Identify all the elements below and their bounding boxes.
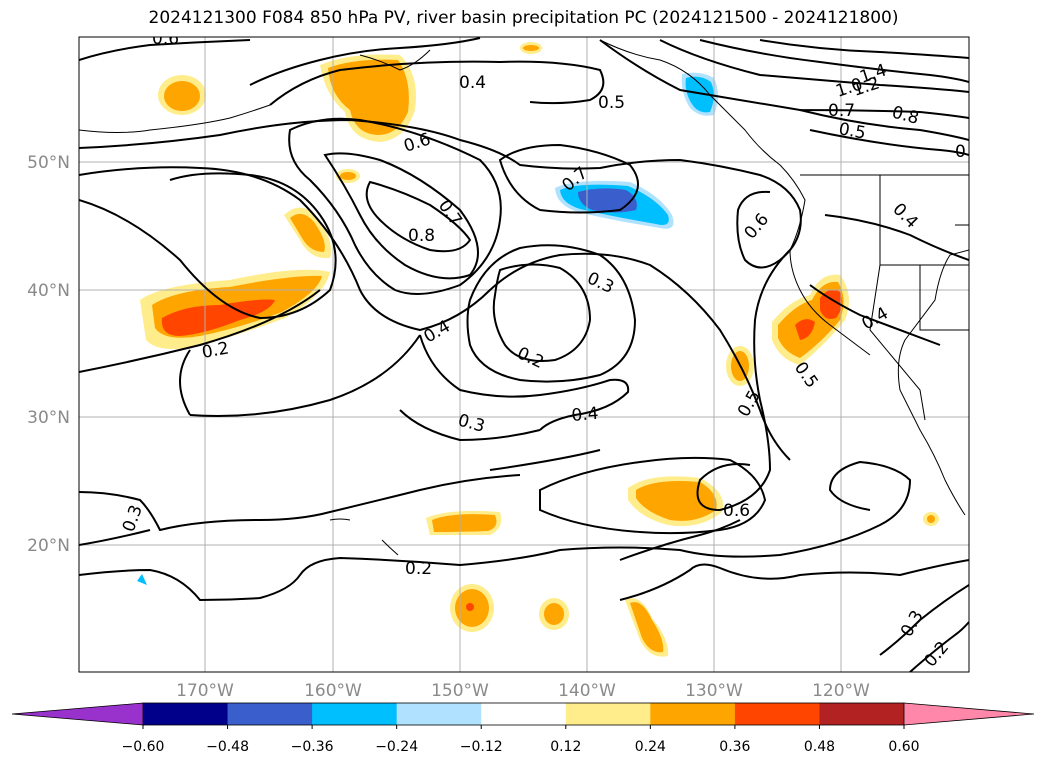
colorbar-frame bbox=[142, 702, 905, 726]
colorbar-tick-label: −0.36 bbox=[291, 739, 334, 755]
lon-label-150w: 150°W bbox=[431, 681, 489, 701]
longitude-labels: 170°W 160°W 150°W 140°W 130°W 120°W bbox=[176, 681, 870, 701]
colorbar-segment bbox=[734, 703, 821, 725]
shade-strong-positive-3 bbox=[795, 319, 815, 340]
colorbar-tick-label: 0.48 bbox=[804, 739, 835, 755]
colorbar-segment bbox=[650, 703, 736, 725]
contour-label: 0.2 bbox=[200, 339, 230, 363]
contour-label: 0.6 bbox=[152, 29, 179, 49]
shade-strong-negative-1 bbox=[578, 188, 637, 213]
map-title: 2024121300 F084 850 hPa PV, river basin … bbox=[148, 8, 899, 28]
lat-label-50n: 50°N bbox=[27, 153, 70, 173]
lon-label-120w: 120°W bbox=[812, 681, 870, 701]
colorbar-segment bbox=[227, 703, 313, 725]
colorbar-segment bbox=[396, 703, 482, 725]
shade-strong-positive-4 bbox=[466, 603, 474, 611]
contour-label: 0.4 bbox=[571, 404, 600, 426]
contour-label: 0.5 bbox=[598, 93, 625, 113]
lon-label-140w: 140°W bbox=[558, 681, 616, 701]
colorbar-segment bbox=[481, 703, 567, 725]
contour-label: 0.2 bbox=[405, 559, 432, 579]
colorbar-segment bbox=[312, 703, 398, 725]
lat-label-20n: 20°N bbox=[27, 536, 70, 556]
map-gridlines bbox=[79, 37, 969, 672]
contour-label: 0.8 bbox=[408, 226, 435, 246]
colorbar-tick-label: −0.48 bbox=[206, 739, 249, 755]
shade-positive-8 bbox=[432, 514, 497, 532]
contour-label: 0.7 bbox=[828, 101, 855, 121]
map-background bbox=[79, 37, 969, 672]
colorbar-tick-label: −0.12 bbox=[460, 739, 503, 755]
latitude-labels: 50°N 40°N 30°N 20°N bbox=[27, 153, 70, 556]
lon-label-160w: 160°W bbox=[304, 681, 362, 701]
colorbar-positive-extend bbox=[904, 703, 1034, 725]
contour-label: 0.4 bbox=[459, 73, 486, 93]
shade-positive-3 bbox=[328, 59, 409, 135]
colorbar-tick-label: −0.60 bbox=[122, 739, 165, 755]
shade-strong-positive-1 bbox=[161, 299, 275, 336]
shade-negative-3 bbox=[137, 574, 147, 585]
contour-label: 0 bbox=[955, 142, 966, 162]
shade-positive-4 bbox=[290, 213, 325, 252]
shade-positive-12 bbox=[927, 515, 935, 523]
shade-positive-11 bbox=[630, 602, 664, 653]
coastlines bbox=[79, 39, 969, 556]
shade-positive-10 bbox=[544, 603, 564, 625]
lat-label-30n: 30°N bbox=[27, 408, 70, 428]
shade-positive-2 bbox=[164, 81, 200, 111]
colorbar-tick-label: 0.12 bbox=[550, 739, 581, 755]
colorbar-tick-label: −0.24 bbox=[375, 739, 418, 755]
shade-strong-positive-2 bbox=[820, 289, 843, 319]
pv-contours bbox=[79, 37, 969, 672]
colorbar: −0.60 −0.48 −0.36 −0.24 −0.12 0.12 0.24 0.36 0.4… bbox=[11, 702, 1035, 755]
shade-positive-14 bbox=[523, 45, 539, 51]
contour-label: 0.5 bbox=[837, 119, 867, 143]
colorbar-tick-label: 0.36 bbox=[719, 739, 750, 755]
colorbar-segment bbox=[565, 703, 651, 725]
lat-label-40n: 40°N bbox=[27, 281, 70, 301]
colorbar-segment bbox=[143, 703, 229, 725]
lon-label-170w: 170°W bbox=[176, 681, 234, 701]
colorbar-segment bbox=[819, 703, 905, 725]
contour-label: 0.6 bbox=[723, 501, 750, 521]
shade-positive-7 bbox=[636, 481, 717, 521]
lon-label-130w: 130°W bbox=[685, 681, 743, 701]
colorbar-tick-label: 0.60 bbox=[888, 739, 919, 755]
map-frame bbox=[78, 36, 970, 673]
colorbar-tick-label: 0.24 bbox=[635, 739, 666, 755]
shade-positive-13 bbox=[340, 172, 356, 180]
colorbar-negative-extend bbox=[12, 703, 143, 725]
shade-negative-2 bbox=[685, 76, 714, 113]
